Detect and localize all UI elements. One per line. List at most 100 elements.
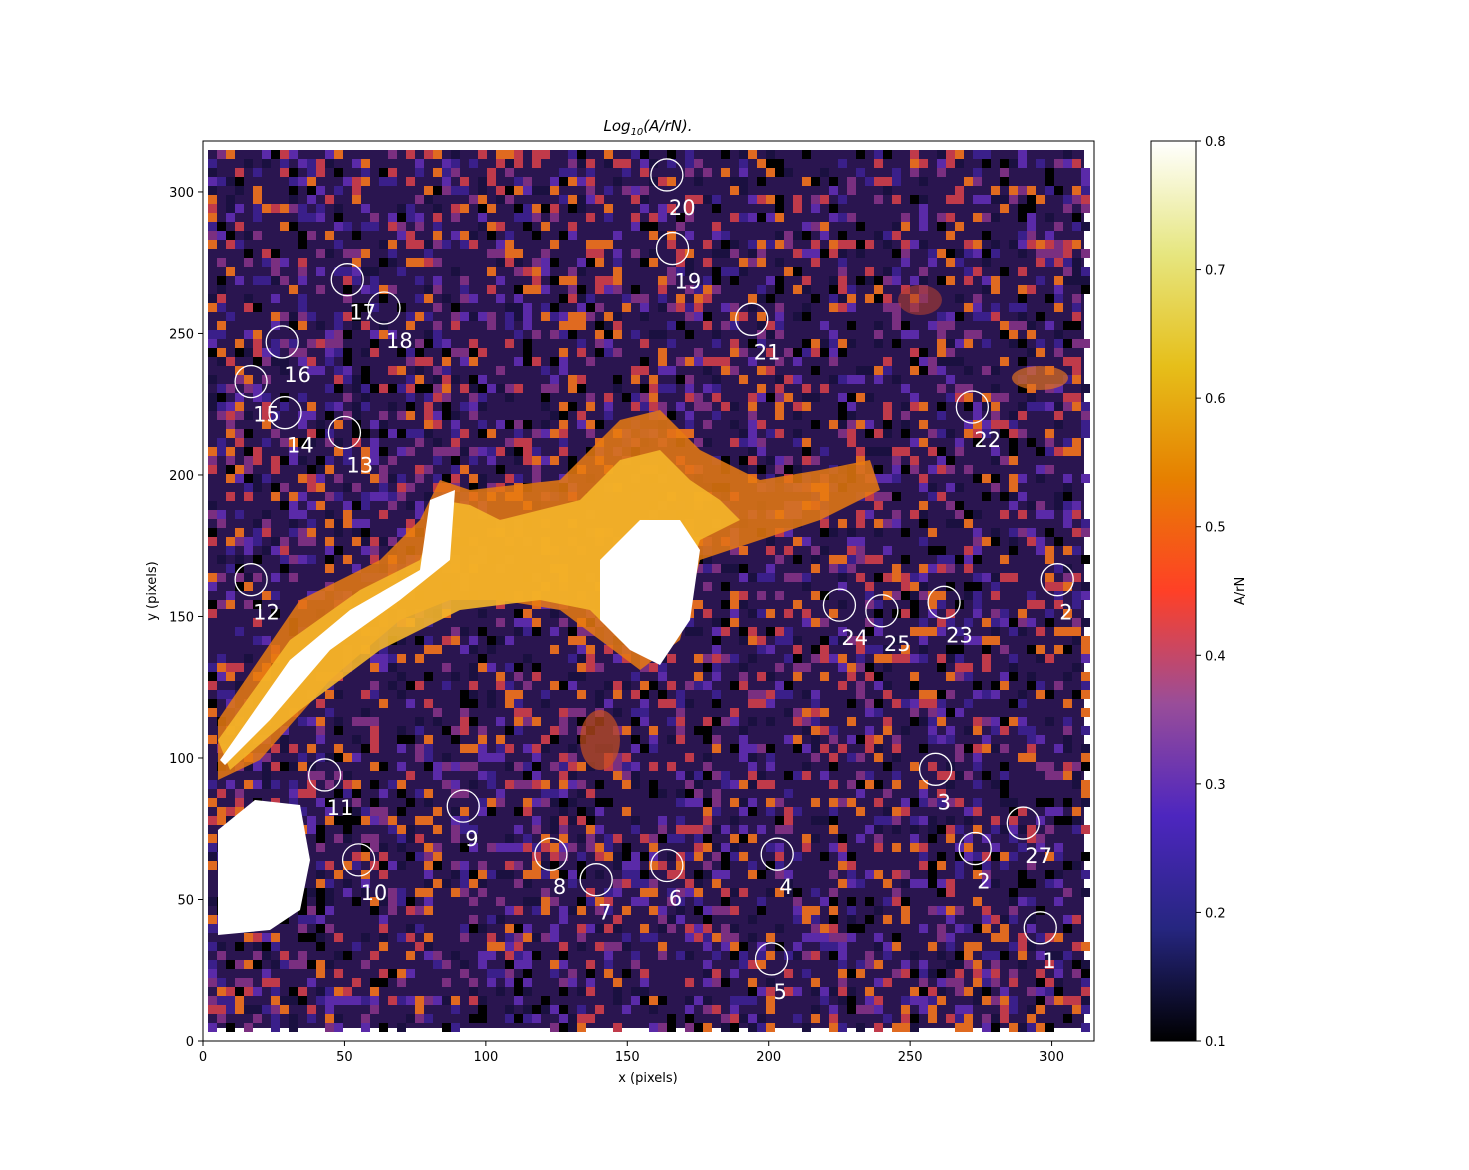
noise-pixel (487, 429, 496, 438)
noise-pixel (379, 177, 388, 186)
noise-pixel (208, 852, 217, 861)
noise-pixel (478, 420, 487, 429)
noise-pixel (262, 474, 271, 483)
noise-pixel (712, 906, 721, 915)
noise-pixel (298, 960, 307, 969)
noise-pixel (991, 879, 1000, 888)
noise-pixel (640, 681, 649, 690)
noise-pixel (847, 663, 856, 672)
noise-pixel (361, 708, 370, 717)
noise-pixel (226, 402, 235, 411)
noise-pixel (406, 258, 415, 267)
noise-pixel (1009, 627, 1018, 636)
noise-pixel (865, 591, 874, 600)
noise-pixel (973, 870, 982, 879)
noise-pixel (595, 249, 604, 258)
noise-pixel (235, 204, 244, 213)
noise-pixel (325, 330, 334, 339)
noise-pixel (478, 384, 487, 393)
noise-pixel (847, 321, 856, 330)
noise-pixel (478, 753, 487, 762)
noise-pixel (505, 933, 514, 942)
noise-pixel (1072, 960, 1081, 969)
noise-pixel (721, 897, 730, 906)
noise-pixel (505, 303, 514, 312)
noise-pixel (460, 276, 469, 285)
noise-pixel (586, 924, 595, 933)
noise-pixel (550, 933, 559, 942)
noise-pixel (388, 825, 397, 834)
noise-pixel (415, 906, 424, 915)
noise-pixel (946, 618, 955, 627)
noise-pixel (1081, 222, 1090, 231)
noise-pixel (730, 402, 739, 411)
noise-pixel (226, 1005, 235, 1014)
noise-pixel (658, 915, 667, 924)
noise-pixel (703, 834, 712, 843)
noise-pixel (865, 276, 874, 285)
noise-pixel (379, 537, 388, 546)
noise-pixel (1063, 564, 1072, 573)
noise-pixel (298, 321, 307, 330)
noise-pixel (973, 852, 982, 861)
noise-pixel (604, 240, 613, 249)
noise-pixel (1072, 159, 1081, 168)
noise-pixel (874, 1005, 883, 1014)
noise-pixel (1027, 915, 1036, 924)
noise-pixel (829, 933, 838, 942)
noise-pixel (748, 573, 757, 582)
noise-pixel (937, 159, 946, 168)
noise-pixel (757, 744, 766, 753)
noise-pixel (640, 312, 649, 321)
noise-pixel (991, 996, 1000, 1005)
noise-pixel (397, 411, 406, 420)
noise-pixel (226, 492, 235, 501)
noise-pixel (442, 978, 451, 987)
noise-pixel (442, 186, 451, 195)
noise-pixel (847, 897, 856, 906)
noise-pixel (991, 744, 1000, 753)
noise-pixel (469, 393, 478, 402)
noise-pixel (964, 240, 973, 249)
noise-pixel (604, 321, 613, 330)
noise-pixel (793, 654, 802, 663)
noise-pixel (811, 690, 820, 699)
noise-pixel (226, 357, 235, 366)
noise-pixel (1027, 987, 1036, 996)
noise-pixel (217, 690, 226, 699)
noise-pixel (919, 402, 928, 411)
noise-pixel (298, 258, 307, 267)
noise-pixel (253, 303, 262, 312)
noise-pixel (433, 762, 442, 771)
noise-pixel (1054, 627, 1063, 636)
noise-pixel (307, 744, 316, 753)
noise-pixel (640, 195, 649, 204)
noise-pixel (856, 366, 865, 375)
noise-pixel (487, 699, 496, 708)
noise-pixel (559, 816, 568, 825)
noise-pixel (586, 978, 595, 987)
noise-pixel (766, 996, 775, 1005)
noise-pixel (271, 609, 280, 618)
noise-pixel (469, 996, 478, 1005)
noise-pixel (1009, 825, 1018, 834)
noise-pixel (622, 942, 631, 951)
noise-pixel (712, 654, 721, 663)
noise-pixel (847, 933, 856, 942)
noise-pixel (451, 438, 460, 447)
noise-pixel (361, 303, 370, 312)
noise-pixel (370, 447, 379, 456)
noise-pixel (901, 213, 910, 222)
noise-pixel (1027, 348, 1036, 357)
region-circle-10 (341, 843, 376, 877)
noise-pixel (658, 951, 667, 960)
noise-pixel (676, 717, 685, 726)
noise-pixel (244, 987, 253, 996)
noise-pixel (487, 384, 496, 393)
noise-pixel (1063, 510, 1072, 519)
noise-pixel (847, 753, 856, 762)
noise-pixel (397, 366, 406, 375)
noise-pixel (892, 375, 901, 384)
noise-pixel (577, 312, 586, 321)
noise-pixel (775, 159, 784, 168)
